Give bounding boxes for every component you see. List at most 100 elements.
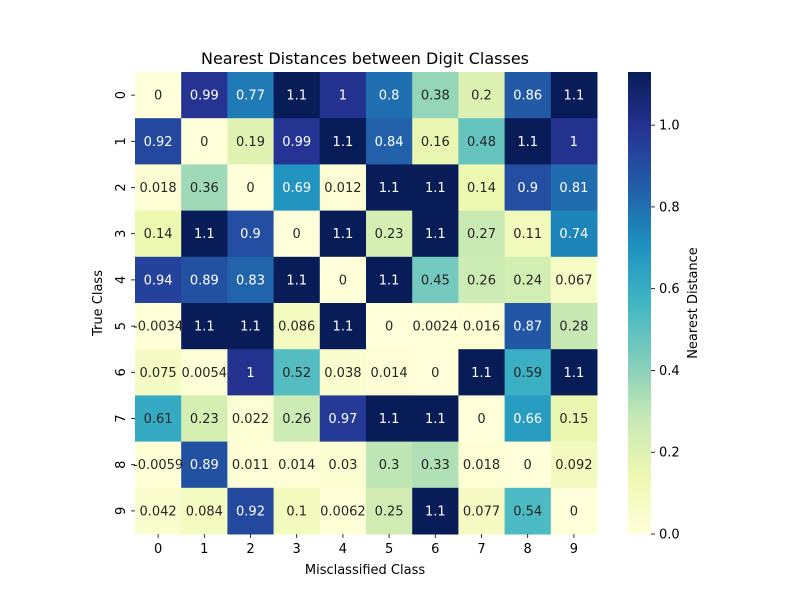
heatmap-cell xyxy=(366,395,413,443)
cell-value-label: -0.0034 xyxy=(133,320,183,335)
x-tick-label: 6 xyxy=(431,542,439,557)
heatmap-cell xyxy=(458,487,506,535)
heatmap-cell xyxy=(366,256,413,304)
cell-value-label: 0.14 xyxy=(467,181,496,196)
heatmap-cell xyxy=(273,256,321,304)
cell-value-label: 0 xyxy=(154,89,162,104)
heatmap-cell xyxy=(181,210,228,258)
heatmap-cell-labels: 0 0.99 0.77 1.1 1 0.8 0.38 0.2 0.86 1.1 0.92 0 0.19 0… xyxy=(133,89,593,520)
colorbar-gradient xyxy=(628,72,651,534)
cell-value-label: 0.018 xyxy=(463,458,500,473)
heatmap-cell xyxy=(366,164,413,212)
heatmap-cell xyxy=(412,303,459,350)
heatmap-cell xyxy=(135,118,182,165)
cell-value-label: 0.27 xyxy=(467,227,496,242)
x-tick-label: 5 xyxy=(385,542,393,557)
colorbar-tick-label: 0.0 xyxy=(659,528,680,543)
heatmap-cell xyxy=(458,256,506,304)
heatmap-cell xyxy=(273,303,321,350)
heatmap-cell xyxy=(458,210,506,258)
cell-value-label: 0.0024 xyxy=(413,320,459,335)
cell-value-label: 0.016 xyxy=(463,320,500,335)
heatmap-cell xyxy=(412,441,459,489)
cell-value-label: 0.61 xyxy=(144,412,173,427)
heatmap-cell xyxy=(366,72,413,119)
heatmap-cell xyxy=(504,349,552,396)
x-axis-ticks: 0 1 2 3 4 5 6 7 8 9 xyxy=(154,534,578,557)
cell-value-label: 0.9 xyxy=(517,181,538,196)
cell-value-label: 1.1 xyxy=(425,181,446,196)
cell-value-label: 0.11 xyxy=(513,227,542,242)
cell-value-label: 1.1 xyxy=(379,181,400,196)
heatmap-cell xyxy=(319,303,367,350)
heatmap-cell xyxy=(550,441,598,489)
chart-title: Nearest Distances between Digit Classes xyxy=(201,49,529,68)
cell-value-label: 0.45 xyxy=(421,273,450,288)
heatmap-cell xyxy=(135,210,182,258)
cell-value-label: 1.1 xyxy=(425,504,446,519)
heatmap-cell xyxy=(458,395,506,443)
heatmap-cell xyxy=(227,164,275,212)
heatmap-cell xyxy=(504,210,552,258)
cell-value-label: 0.52 xyxy=(282,366,311,381)
heatmap-cell xyxy=(458,72,506,119)
cell-value-label: 0.81 xyxy=(559,181,588,196)
x-tick-label: 0 xyxy=(154,542,162,557)
heatmap-cell xyxy=(550,164,598,212)
cell-value-label: 1.1 xyxy=(333,227,354,242)
cell-value-label: 0.99 xyxy=(282,135,311,150)
x-tick-label: 1 xyxy=(200,542,208,557)
heatmap-cell xyxy=(135,164,182,212)
heatmap-cell xyxy=(135,395,182,443)
heatmap-cell xyxy=(273,487,321,535)
heatmap-cell xyxy=(366,487,413,535)
cell-value-label: 1.1 xyxy=(425,227,446,242)
heatmap-cell xyxy=(412,210,459,258)
heatmap-cell xyxy=(550,303,598,350)
heatmap-cell xyxy=(504,441,552,489)
cell-value-label: 0 xyxy=(246,181,254,196)
cell-value-label: 0.83 xyxy=(236,273,265,288)
heatmap-cell xyxy=(366,303,413,350)
cell-value-label: 0.48 xyxy=(467,135,496,150)
cell-value-label: 0.99 xyxy=(190,89,219,104)
heatmap-cell xyxy=(458,118,506,165)
cell-value-label: 0.33 xyxy=(421,458,450,473)
cell-value-label: 1 xyxy=(246,366,254,381)
x-tick-label: 7 xyxy=(477,542,485,557)
cell-value-label: 0.8 xyxy=(379,89,400,104)
cell-value-label: 0.092 xyxy=(555,458,592,473)
cell-value-label: 0.3 xyxy=(379,458,400,473)
heatmap-cell xyxy=(319,210,367,258)
heatmap-cell xyxy=(412,164,459,212)
y-tick-label: 6 xyxy=(114,368,129,376)
heatmap-cell xyxy=(366,349,413,396)
heatmap-cell xyxy=(273,72,321,119)
heatmap-cell xyxy=(550,72,598,119)
cell-value-label: 0.87 xyxy=(513,320,542,335)
cell-value-label: -0.0059 xyxy=(133,458,183,473)
heatmap-cell xyxy=(227,303,275,350)
cell-value-label: 0.94 xyxy=(144,273,173,288)
y-tick-label: 4 xyxy=(114,276,129,284)
cell-value-label: 1.1 xyxy=(286,89,307,104)
colorbar-tick-label: 0.8 xyxy=(659,200,680,215)
cell-value-label: 0.084 xyxy=(186,504,223,519)
heatmap-cell xyxy=(319,349,367,396)
heatmap-cell xyxy=(181,349,228,396)
heatmap-cell xyxy=(550,395,598,443)
cell-value-label: 0.038 xyxy=(324,366,361,381)
cell-value-label: 0.66 xyxy=(513,412,542,427)
heatmap-cell xyxy=(366,210,413,258)
cell-value-label: 1.1 xyxy=(564,89,585,104)
heatmap-cell xyxy=(227,256,275,304)
heatmap-cell xyxy=(504,256,552,304)
cell-value-label: 0 xyxy=(431,366,439,381)
cell-value-label: 0.86 xyxy=(513,89,542,104)
heatmap-cell xyxy=(412,349,459,396)
heatmap-cell xyxy=(227,487,275,535)
cell-value-label: 0.077 xyxy=(463,504,500,519)
heatmap-cell xyxy=(550,487,598,535)
cell-value-label: 0.54 xyxy=(513,504,542,519)
